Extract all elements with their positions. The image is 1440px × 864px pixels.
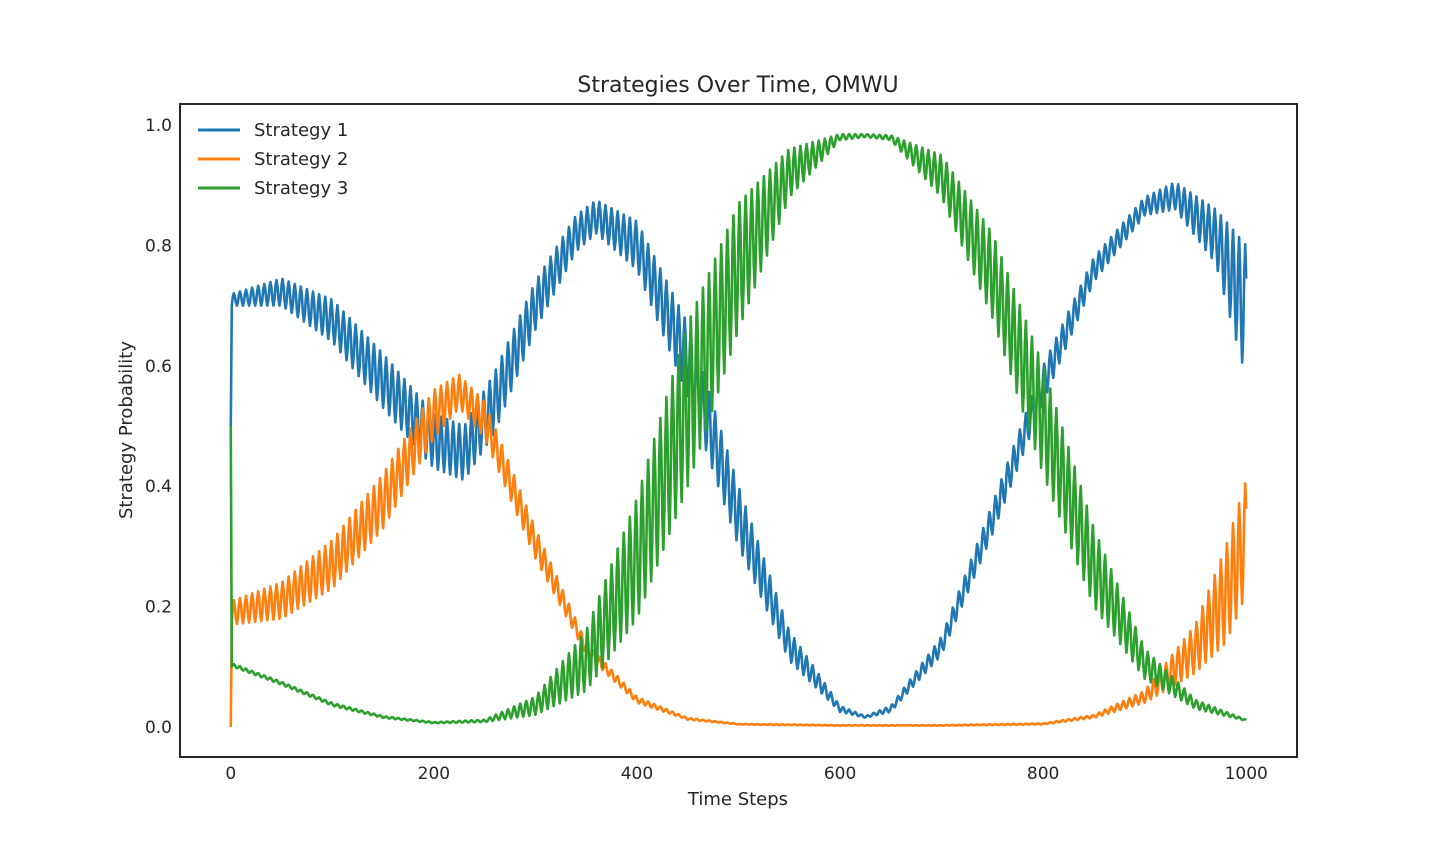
legend-label-strategy-3: Strategy 3 bbox=[254, 178, 348, 199]
y-tick-label: 0.2 bbox=[145, 598, 172, 618]
y-tick-labels: 0.0 0.2 0.4 0.6 0.8 1.0 bbox=[145, 116, 172, 738]
y-tick-label: 0.6 bbox=[145, 357, 172, 377]
plot-frame bbox=[179, 103, 1298, 758]
series-line-strategy-1 bbox=[229, 182, 1248, 719]
y-tick-label: 1.0 bbox=[145, 116, 172, 136]
x-tick-label: 1000 bbox=[1225, 764, 1268, 784]
x-tick-label: 0 bbox=[225, 764, 236, 784]
legend-label-strategy-1: Strategy 1 bbox=[254, 120, 348, 141]
x-tick-label: 200 bbox=[418, 764, 450, 784]
legend: Strategy 1 Strategy 2 Strategy 3 bbox=[198, 120, 348, 199]
x-tick-label: 800 bbox=[1027, 764, 1059, 784]
y-tick-label: 0.8 bbox=[145, 236, 172, 256]
series-line-strategy-3 bbox=[229, 132, 1247, 725]
legend-label-strategy-2: Strategy 2 bbox=[254, 149, 348, 170]
chart-title: Strategies Over Time, OMWU bbox=[577, 73, 898, 98]
x-axis-label: Time Steps bbox=[687, 789, 788, 810]
y-axis-label: Strategy Probability bbox=[116, 341, 137, 519]
x-tick-label: 600 bbox=[824, 764, 856, 784]
y-tick-label: 0.4 bbox=[145, 477, 172, 497]
series-layer bbox=[229, 132, 1248, 727]
series-line-strategy-2 bbox=[229, 373, 1248, 727]
x-tick-labels: 0 200 400 600 800 1000 bbox=[225, 764, 1268, 784]
y-tick-label: 0.0 bbox=[145, 718, 172, 738]
x-tick-label: 400 bbox=[621, 764, 653, 784]
